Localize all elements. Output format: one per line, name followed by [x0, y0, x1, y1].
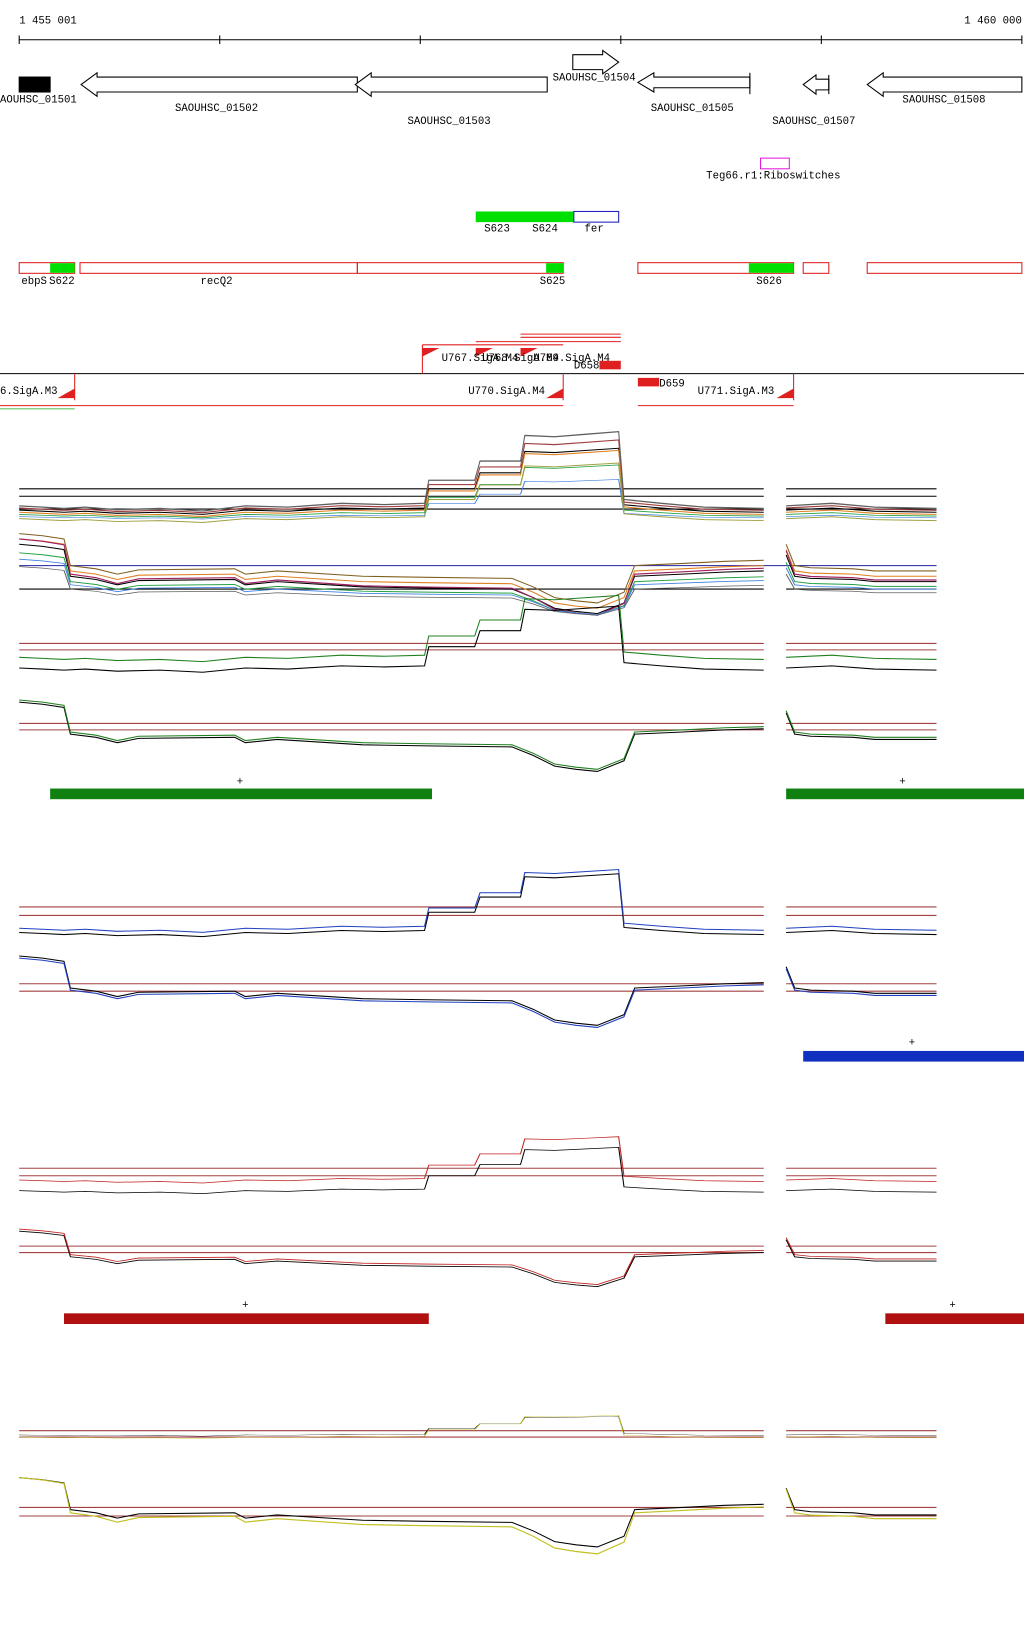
feature-label: S625 — [540, 276, 566, 288]
feature-label: S626 — [756, 276, 782, 288]
gene-label: SAOUHSC_01505 — [651, 103, 734, 115]
profiles-green — [18, 605, 938, 673]
profiles-blue — [18, 868, 938, 933]
operon-lines — [0, 333, 795, 407]
region-bar — [885, 1313, 1024, 1324]
profiles-multi — [18, 430, 938, 512]
feature-boxes — [79, 262, 358, 274]
operon-flags — [520, 348, 538, 357]
feature-box — [475, 211, 574, 223]
strand-label: + — [949, 1300, 955, 1312]
feature-fill — [748, 263, 794, 273]
feature-fill — [50, 263, 794, 273]
feature-box — [573, 210, 620, 223]
profiles-blue — [18, 868, 938, 1029]
reference-lines — [19, 488, 937, 590]
profiles-blue — [18, 957, 938, 1029]
operon-label: D659 — [659, 378, 685, 390]
profiles-yellow — [18, 1414, 938, 1440]
profiles-multi — [18, 439, 938, 514]
profiles-multi — [18, 478, 938, 520]
operon-label: U769.SigA.M4 — [533, 353, 610, 365]
operon-flags — [546, 388, 564, 399]
riboswitch-label: Teg66.r1:Riboswitches — [706, 170, 840, 182]
gene-shapes — [18, 49, 1023, 98]
region-bar — [50, 788, 433, 800]
scale-end: 1 460 000 — [964, 16, 1022, 28]
gene-shapes — [354, 71, 548, 98]
profiles-green — [18, 701, 938, 773]
feature-label: S623 — [484, 224, 510, 236]
profiles-multi — [18, 430, 938, 616]
feature-label: S624 — [532, 224, 558, 236]
profiles-red — [18, 1146, 938, 1195]
region-bar — [64, 1313, 429, 1324]
profiles-yellow — [18, 1414, 938, 1555]
riboswitch-box — [760, 157, 790, 170]
profiles-green — [18, 594, 938, 663]
strand-label: + — [899, 776, 905, 788]
reference-lines — [19, 906, 937, 992]
profiles-red — [18, 1230, 938, 1288]
profiles-red — [18, 1228, 938, 1286]
gene-label: SAOUHSC_01508 — [902, 95, 985, 107]
operon-label: 6.SigA.M3 — [0, 386, 58, 398]
operon-flags — [475, 348, 493, 357]
profiles-yellow — [18, 1477, 938, 1548]
operon-flags — [637, 377, 660, 387]
feature-boxes — [18, 262, 1023, 274]
profiles-green — [18, 594, 938, 773]
feature-fill — [50, 263, 75, 273]
gene-shapes — [80, 71, 358, 98]
strand-label: + — [909, 1038, 915, 1050]
profiles-multi — [18, 449, 938, 518]
gene-label: SAOUHSC_01504 — [553, 72, 636, 84]
operon-flags — [599, 360, 621, 370]
gene-shapes — [18, 76, 51, 93]
feature-label: S622 — [49, 276, 75, 288]
gene-label: SAOUHSC_01503 — [407, 116, 490, 128]
operon-flags — [776, 388, 794, 399]
operon-label: U770.SigA.M4 — [468, 386, 545, 398]
gene-label: SAOUHSC_01501 — [0, 95, 77, 107]
operon-label: U771.SigA.M3 — [698, 386, 775, 398]
feature-boxes — [802, 262, 830, 274]
region-bar — [786, 788, 1024, 800]
gene-label: SAOUHSC_01502 — [175, 103, 258, 115]
profiles-multi — [18, 566, 938, 616]
reference-lines — [19, 1167, 937, 1254]
reference-lines — [19, 1430, 937, 1517]
scale-start: 1 455 001 — [19, 16, 77, 28]
operon-label: U767.SigA.M4 — [442, 353, 519, 365]
gene-shapes — [572, 49, 620, 75]
feature-fill — [546, 263, 564, 273]
feature-label: fer — [585, 224, 604, 236]
operon-label: D658 — [574, 360, 600, 372]
profiles-multi — [18, 558, 938, 616]
profiles-multi — [18, 552, 938, 616]
profiles-red — [18, 1136, 938, 1288]
operon-label: U768.SigA.M4 — [482, 353, 559, 365]
gene-shapes — [636, 71, 751, 93]
gene-shapes — [802, 73, 830, 96]
scale-axis — [18, 35, 1023, 44]
reference-lines — [19, 642, 937, 731]
feature-boxes — [356, 262, 564, 274]
gene-shapes — [866, 71, 1023, 98]
feature-label: ebpS — [21, 276, 47, 288]
feature-label: recQ2 — [201, 276, 233, 288]
gene-label: SAOUHSC_01507 — [772, 116, 855, 128]
operon-flags — [422, 348, 440, 357]
feature-boxes — [866, 262, 1023, 274]
region-bar — [803, 1050, 1024, 1062]
profiles-blue — [18, 873, 938, 938]
operon-flags — [57, 388, 75, 399]
strand-label: + — [242, 1300, 248, 1312]
strand-label: + — [237, 776, 243, 788]
